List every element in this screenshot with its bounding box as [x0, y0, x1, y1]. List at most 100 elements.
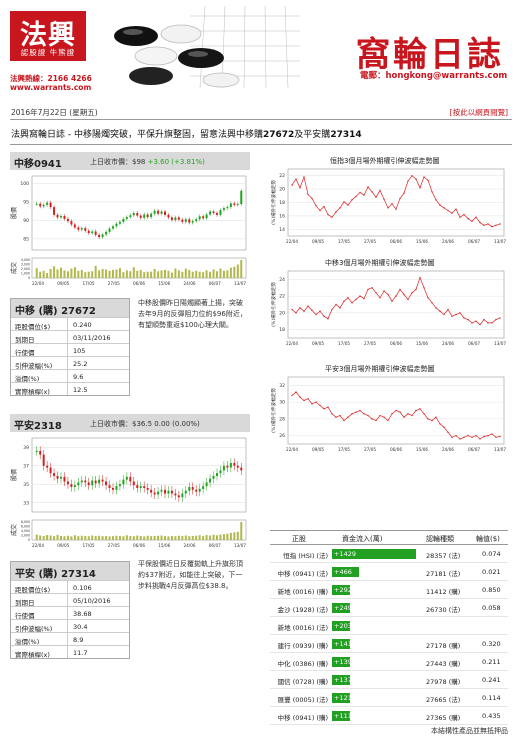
- volume-bar: [60, 267, 62, 278]
- candle-body: [87, 230, 90, 233]
- x-tick-label: 06/06: [133, 543, 145, 548]
- warrant-row-label: 實際槓桿(x): [15, 651, 50, 659]
- contact-email[interactable]: 電郵：hongkong@warrants.com: [360, 71, 508, 81]
- iv-point: [491, 322, 493, 324]
- col-header-price: 輪值($): [476, 535, 500, 543]
- volume-bar: [122, 272, 125, 278]
- iv-point: [367, 288, 369, 291]
- flow-table: 正股 資金流入(萬) 認輪種類 輪值($) 恒指 (HSI) (法) +1429 2…: [270, 530, 508, 725]
- iv-point: [307, 305, 309, 307]
- warrant-row-value: 0.240: [73, 321, 92, 329]
- candle-body: [56, 214, 59, 218]
- volume-bar: [73, 535, 76, 540]
- volume-bar: [39, 535, 42, 540]
- brand-logo[interactable]: 法興 認股證 牛熊證: [10, 11, 86, 61]
- volume-bar: [98, 535, 101, 540]
- x-tick-label: 09/05: [312, 341, 324, 346]
- flow-bar: +1429: [332, 549, 416, 559]
- row-divider: [67, 318, 68, 330]
- candle-body: [84, 480, 87, 483]
- volume-bar: [80, 269, 83, 278]
- iv-point: [487, 223, 489, 225]
- iv-point: [391, 300, 393, 302]
- iv-point: [483, 224, 485, 226]
- candle-body: [53, 473, 56, 476]
- iv-point: [459, 312, 461, 314]
- iv-point: [379, 189, 381, 192]
- volume-bar: [170, 535, 173, 540]
- volume-bar: [63, 536, 66, 540]
- iv-point: [299, 187, 301, 189]
- website-link[interactable]: www.warrants.com: [10, 83, 92, 92]
- volume-bar: [63, 270, 66, 278]
- candle-body: [202, 216, 205, 219]
- iv-point: [487, 322, 489, 324]
- candle-body: [236, 204, 239, 206]
- volume-bar: [240, 522, 243, 540]
- cell-code: 11412 (購): [426, 588, 461, 596]
- candle-body: [49, 202, 52, 208]
- candle-body: [129, 215, 132, 218]
- iv-point: [451, 315, 453, 317]
- warrant-row-value: 05/10/2016: [73, 597, 111, 605]
- headline-code-1: 27672: [262, 130, 295, 140]
- candle-body: [195, 489, 198, 492]
- row-divider: [67, 620, 68, 632]
- candle-body: [87, 482, 90, 486]
- volume-bar: [42, 535, 45, 540]
- candle-body: [205, 214, 208, 219]
- cell-stock: 中化 (0386) (購): [277, 660, 328, 668]
- iv-point: [359, 295, 361, 297]
- cell-stock: 中移 (0941) (購): [277, 714, 328, 722]
- iv-point: [363, 194, 365, 196]
- volume-bar: [181, 535, 184, 540]
- table-row: 中化 (0386) (購) +139 27443 (購) 0.211: [270, 653, 508, 671]
- x-tick-label: 24/06: [442, 239, 454, 244]
- row-divider: [67, 581, 68, 593]
- iv-chart-svg: 24 22 20 18(%)場外引伸波幅走勢 22/04 09/05 17/05 27/05 0…: [270, 270, 506, 346]
- iv-point: [415, 288, 417, 291]
- iv-point: [307, 193, 309, 196]
- web-view-link[interactable]: [按此以網頁閱覽]: [449, 108, 508, 117]
- x-tick-label: 17/05: [338, 239, 350, 244]
- candle-body: [35, 203, 38, 205]
- candle-body: [174, 493, 177, 496]
- volume-bar: [222, 534, 225, 540]
- candle-body: [70, 221, 73, 225]
- volume-bar: [105, 269, 108, 278]
- candle-body: [184, 490, 187, 494]
- volume-bar: [229, 532, 232, 540]
- volume-bar: [108, 270, 111, 278]
- iv-point: [427, 297, 429, 299]
- volume-bar: [84, 535, 87, 540]
- candle-body: [77, 227, 80, 230]
- iv-point: [335, 416, 337, 418]
- x-tick-label: 24/06: [442, 447, 454, 452]
- candle-body: [226, 207, 229, 209]
- iv-point: [411, 292, 413, 294]
- volume-bar: [222, 270, 225, 278]
- iv-point: [431, 419, 433, 422]
- volume-bar: [153, 535, 156, 540]
- iv-point: [499, 317, 501, 319]
- iv-point: [479, 323, 481, 326]
- iv-point: [331, 308, 333, 311]
- volume-bar: [174, 536, 177, 540]
- candle-body: [184, 219, 187, 222]
- iv-point: [459, 438, 461, 440]
- iv-point: [295, 312, 297, 314]
- volume-bar: [240, 260, 243, 278]
- go-stones-icon: [114, 24, 240, 88]
- cell-code: 27365 (購): [426, 714, 461, 722]
- volume-tick-label: 0: [28, 538, 30, 542]
- flow-bar: +139: [332, 657, 352, 667]
- volume-bar: [143, 272, 146, 278]
- iv-point: [483, 318, 485, 321]
- iv-point: [419, 187, 421, 189]
- cell-price: 0.435: [482, 712, 501, 720]
- volume-bar: [219, 534, 222, 540]
- iv-point: [319, 209, 321, 212]
- volume-bar: [143, 536, 146, 540]
- y-tick-label: 22: [279, 294, 285, 300]
